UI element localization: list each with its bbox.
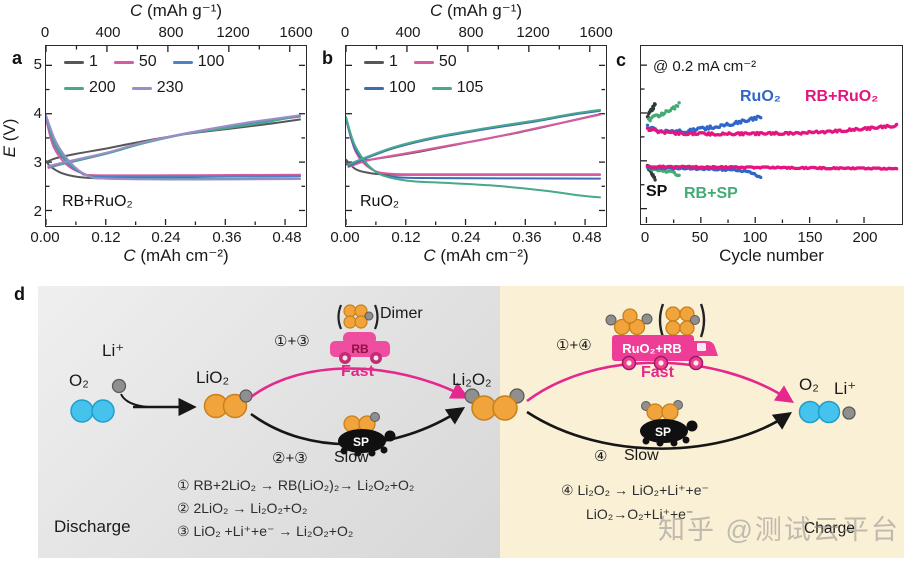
slow-label-right: Slow bbox=[624, 447, 659, 464]
series-label-rb-ruo2: RB+RuO₂ bbox=[805, 88, 879, 105]
panel-a-legend-row1: 1 50 100 bbox=[64, 53, 224, 71]
panel-b-x-axis-title: C (mAh cm⁻²) bbox=[423, 246, 529, 265]
o2-label-left: O₂ bbox=[69, 371, 89, 390]
panel-c-bottom-ticks: 0 50 100 150 200 bbox=[640, 229, 878, 246]
steps-1-4-label: ①+④ bbox=[556, 337, 592, 354]
series-label-rb-sp: RB+SP bbox=[684, 185, 738, 202]
legend-swatch bbox=[64, 86, 84, 90]
legend-item: 105 bbox=[431, 79, 483, 97]
panel-b-chart bbox=[346, 46, 605, 225]
legend-swatch bbox=[113, 60, 134, 64]
panel-b-top-axis-title: C (mAh g⁻¹) bbox=[429, 1, 523, 20]
o2-label-right: O₂ bbox=[799, 375, 819, 394]
legend-swatch bbox=[131, 86, 152, 90]
panel-b-plot bbox=[345, 45, 607, 227]
panel-c-chart bbox=[641, 64, 899, 223]
panel-b-legend-row1: 1 50 bbox=[364, 53, 457, 71]
legend-swatch bbox=[364, 60, 384, 64]
legend-item: 1 bbox=[364, 53, 398, 71]
panel-a-chart bbox=[46, 46, 305, 225]
legend-swatch bbox=[172, 60, 193, 64]
steps-2-3-label: ②+③ bbox=[272, 450, 308, 467]
charge-stage-label: Charge bbox=[804, 520, 855, 537]
panel-a-electrode-label: RB+RuO₂ bbox=[62, 193, 133, 210]
li2o2-label: Li₂O₂ bbox=[452, 370, 492, 389]
equation-4a: ④ Li₂O₂ → LiO₂+Li⁺+e⁻ bbox=[561, 482, 709, 498]
panel-a-bottom-ticks: 0.00 0.12 0.24 0.36 0.48 bbox=[30, 229, 302, 246]
dimer-label: Dimer bbox=[380, 305, 423, 322]
legend-item: 100 bbox=[172, 53, 224, 71]
li-ion-label-right: Li⁺ bbox=[834, 379, 857, 398]
panel-a-y-ticks: 5 4 3 2 bbox=[33, 56, 42, 220]
steps-1-3-label: ①+③ bbox=[274, 333, 310, 350]
legend-swatch bbox=[431, 86, 452, 90]
legend-swatch bbox=[64, 60, 84, 64]
panel-a-plot bbox=[45, 45, 307, 227]
equation-3: ③ LiO₂ +Li⁺+e⁻ → Li₂O₂+O₂ bbox=[177, 523, 354, 539]
equation-2: ② 2LiO₂ → Li₂O₂+O₂ bbox=[177, 500, 308, 516]
legend-item: 1 bbox=[64, 53, 98, 71]
legend-item: 50 bbox=[113, 53, 157, 71]
panel-b-electrode-label: RuO₂ bbox=[360, 193, 400, 210]
legend-item: 50 bbox=[413, 53, 457, 71]
panel-b-top-ticks: 0 400 800 1200 1600 bbox=[340, 24, 613, 41]
panel-c-current-annotation: @ 0.2 mA cm⁻² bbox=[653, 58, 757, 75]
panel-a-top-ticks: 0 400 800 1200 1600 bbox=[40, 24, 313, 41]
panel-d-letter: d bbox=[14, 284, 25, 304]
slow-label-left: Slow bbox=[334, 449, 369, 466]
equation-1: ① RB+2LiO₂ → RB(LiO₂)₂→ Li₂O₂+O₂ bbox=[177, 477, 415, 493]
panel-c-letter: c bbox=[616, 50, 627, 70]
fast-label-right: Fast bbox=[641, 364, 674, 381]
panel-b-bottom-ticks: 0.00 0.12 0.24 0.36 0.48 bbox=[330, 229, 602, 246]
series-label-sp: SP bbox=[646, 183, 668, 200]
panel-c-x-axis-title: Cycle number bbox=[719, 246, 824, 265]
legend-item: 200 bbox=[64, 79, 116, 97]
discharge-stage-label: Discharge bbox=[54, 517, 131, 536]
series-label-ruo2: RuO₂ bbox=[740, 88, 781, 105]
legend-item: 100 bbox=[364, 79, 416, 97]
li-ion-label-left: Li⁺ bbox=[102, 341, 125, 360]
panel-b-letter: b bbox=[322, 48, 333, 68]
panel-a-x-axis-title: C (mAh cm⁻²) bbox=[123, 246, 229, 265]
panel-a-legend-row2: 200 230 bbox=[64, 79, 183, 97]
panel-a-letter: a bbox=[12, 48, 23, 68]
lio2-label: LiO₂ bbox=[196, 368, 230, 387]
site-watermark: 知乎 @测试云平台 bbox=[658, 515, 900, 545]
legend-item: 230 bbox=[131, 79, 183, 97]
panel-a-top-axis-title: C (mAh g⁻¹) bbox=[129, 1, 223, 20]
panel-c-plot bbox=[640, 45, 903, 225]
legend-swatch bbox=[364, 86, 384, 90]
equation-4b: LiO₂→O₂+Li⁺+e⁻ bbox=[586, 506, 694, 522]
legend-swatch bbox=[413, 60, 434, 64]
panel-b-legend-row2: 100 105 bbox=[364, 79, 483, 97]
fast-label-left: Fast bbox=[341, 363, 374, 380]
panel-a-y-axis-title: E (V) bbox=[0, 118, 19, 158]
step-4-label: ④ bbox=[594, 448, 608, 465]
